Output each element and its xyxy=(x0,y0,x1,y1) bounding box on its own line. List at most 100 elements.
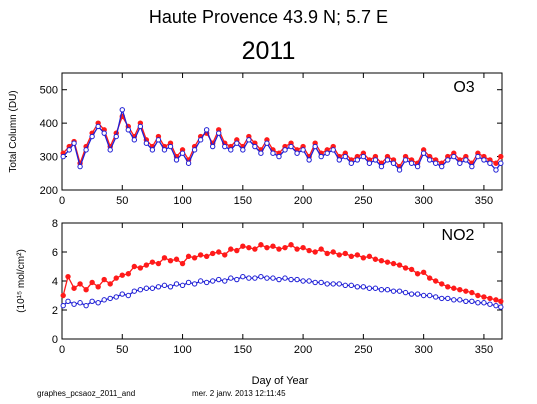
data-point xyxy=(179,282,186,289)
data-point xyxy=(252,143,258,150)
y-tick-label: 400 xyxy=(40,118,58,130)
x-tick-label: 0 xyxy=(59,195,65,207)
data-point xyxy=(384,287,391,293)
data-point xyxy=(282,147,288,153)
y-tick-label: 300 xyxy=(40,152,58,164)
data-point xyxy=(372,256,379,262)
data-point xyxy=(71,285,77,291)
data-point xyxy=(246,137,252,143)
data-point xyxy=(83,302,89,309)
data-point xyxy=(348,160,355,166)
data-point xyxy=(155,260,162,267)
data-point xyxy=(445,284,451,290)
data-point xyxy=(234,276,240,283)
data-point xyxy=(288,242,294,248)
data-point xyxy=(131,288,138,294)
data-point xyxy=(264,275,270,281)
data-point xyxy=(498,304,504,310)
data-point xyxy=(390,160,397,166)
data-point xyxy=(366,285,373,291)
data-point xyxy=(270,275,276,281)
data-point xyxy=(439,281,445,287)
data-point xyxy=(71,140,77,146)
x-tick-label: 300 xyxy=(414,195,432,207)
data-point xyxy=(258,150,264,156)
data-point xyxy=(481,300,487,306)
data-point xyxy=(240,147,246,153)
data-point xyxy=(487,301,493,307)
x-tick-label: 150 xyxy=(234,195,252,207)
y-axis-label-1: Total Column (DU) xyxy=(8,90,19,172)
data-point xyxy=(240,243,246,249)
y-tick-label: 500 xyxy=(40,85,58,97)
data-point xyxy=(318,246,324,252)
data-point xyxy=(234,247,240,254)
data-point xyxy=(408,160,415,166)
data-point xyxy=(408,291,415,297)
data-point xyxy=(324,150,330,156)
data-point xyxy=(131,137,138,143)
data-point xyxy=(137,287,144,293)
data-point xyxy=(125,292,132,299)
data-point xyxy=(95,123,101,130)
data-point xyxy=(143,140,150,146)
data-point xyxy=(390,288,397,294)
data-point xyxy=(203,279,210,286)
x-tick-label: 200 xyxy=(294,344,312,356)
data-point xyxy=(396,288,403,294)
data-point xyxy=(228,246,234,252)
data-point xyxy=(119,272,125,278)
data-point xyxy=(143,262,150,268)
data-point xyxy=(276,276,282,283)
data-point xyxy=(185,253,192,260)
data-point xyxy=(414,163,421,170)
data-point xyxy=(77,163,83,170)
data-point xyxy=(378,163,385,170)
data-point xyxy=(408,266,415,273)
data-point xyxy=(487,295,493,302)
data-point xyxy=(131,263,138,270)
data-point xyxy=(137,265,144,271)
data-point xyxy=(179,260,186,267)
data-point xyxy=(318,279,324,286)
x-axis-label: Day of Year xyxy=(252,375,309,387)
data-point xyxy=(125,271,132,277)
data-point xyxy=(324,250,330,257)
data-point xyxy=(113,294,119,300)
data-point xyxy=(209,278,216,284)
data-point xyxy=(457,160,463,166)
data-point xyxy=(384,259,391,265)
data-point xyxy=(336,157,342,163)
data-point xyxy=(191,147,198,153)
data-point xyxy=(66,147,72,153)
data-point xyxy=(264,244,270,251)
data-point xyxy=(439,295,445,302)
data-point xyxy=(228,147,234,153)
data-point xyxy=(498,160,504,166)
data-point xyxy=(288,276,294,283)
data-point xyxy=(258,273,264,280)
data-point xyxy=(336,252,342,258)
data-point xyxy=(173,256,180,262)
data-point xyxy=(216,249,222,255)
data-point xyxy=(161,147,168,153)
data-point xyxy=(89,298,95,304)
data-point xyxy=(77,300,83,306)
x-tick-label: 50 xyxy=(116,344,128,356)
data-point xyxy=(348,253,355,260)
data-point xyxy=(432,278,439,284)
data-point xyxy=(306,278,312,284)
data-point xyxy=(475,300,481,306)
data-point xyxy=(294,246,300,252)
data-point xyxy=(113,133,119,140)
data-point xyxy=(445,295,451,302)
data-point xyxy=(77,281,83,287)
data-point xyxy=(161,255,168,261)
data-point xyxy=(125,127,132,133)
data-point xyxy=(420,269,427,275)
data-point xyxy=(475,153,481,160)
data-point xyxy=(167,143,174,150)
data-point xyxy=(167,284,174,290)
y-tick-label: 8 xyxy=(52,218,58,230)
plot-frame-1 xyxy=(61,72,503,191)
